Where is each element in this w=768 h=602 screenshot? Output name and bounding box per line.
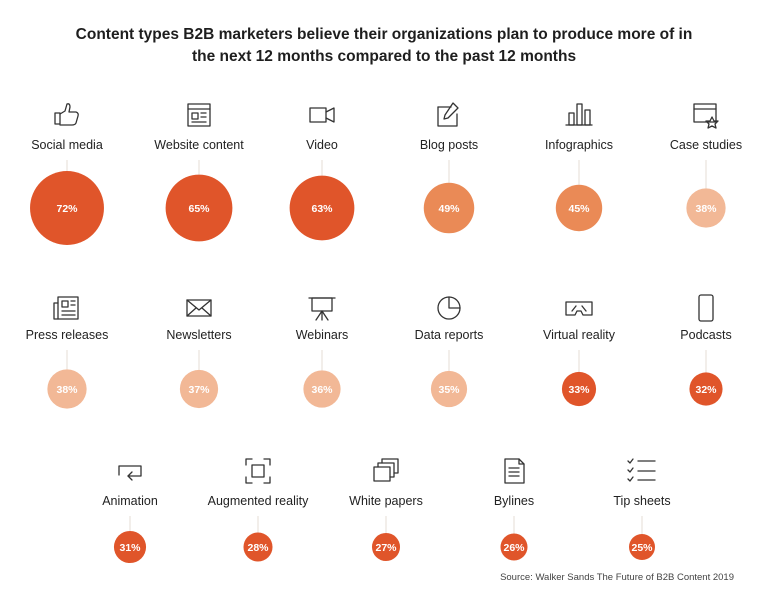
video-camera-icon bbox=[309, 107, 335, 123]
stacked-papers-icon bbox=[373, 458, 399, 482]
item-animation: Animation 31% bbox=[102, 494, 158, 564]
label-blog-posts: Blog posts bbox=[420, 138, 478, 152]
bubble-animation bbox=[113, 530, 147, 564]
label-webinars: Webinars bbox=[296, 328, 349, 342]
label-augmented-reality: Augmented reality bbox=[208, 494, 310, 508]
value-blog-posts: 49% bbox=[438, 203, 460, 215]
vr-headset-icon bbox=[565, 301, 593, 316]
value-augmented-reality: 28% bbox=[247, 542, 269, 554]
item-tip-sheets: Tip sheets 25% bbox=[613, 494, 671, 560]
bubble-blog-posts bbox=[423, 182, 475, 234]
value-virtual-reality: 33% bbox=[568, 384, 590, 396]
envelope-icon bbox=[186, 299, 212, 317]
bubble-webinars bbox=[303, 370, 341, 408]
item-webinars: Webinars 36% bbox=[296, 328, 349, 408]
label-bylines: Bylines bbox=[494, 494, 534, 508]
item-bylines: Bylines 26% bbox=[494, 494, 534, 561]
chart-title-line-1: Content types B2B marketers believe thei… bbox=[75, 26, 693, 43]
value-press-releases: 38% bbox=[56, 384, 78, 396]
bubble-newsletters bbox=[179, 369, 219, 409]
bubble-white-papers bbox=[371, 532, 401, 562]
label-data-reports: Data reports bbox=[415, 328, 484, 342]
item-virtual-reality: Virtual reality 33% bbox=[543, 328, 616, 407]
value-website-content: 65% bbox=[188, 203, 210, 215]
browser-star-icon bbox=[693, 103, 719, 129]
bubble-virtual-reality bbox=[561, 371, 597, 407]
bubble-tip-sheets bbox=[629, 534, 655, 560]
item-podcasts: Podcasts 32% bbox=[680, 328, 732, 406]
value-animation: 31% bbox=[119, 542, 141, 554]
label-infographics: Infographics bbox=[545, 138, 613, 152]
loop-arrow-icon bbox=[118, 465, 142, 481]
item-press-releases: Press releases 38% bbox=[26, 328, 109, 409]
label-animation: Animation bbox=[102, 494, 158, 508]
bubble-bylines bbox=[500, 533, 528, 561]
smartphone-icon bbox=[698, 294, 714, 322]
bar-chart-icon bbox=[565, 103, 593, 126]
label-white-papers: White papers bbox=[349, 494, 423, 508]
pie-chart-icon bbox=[437, 296, 461, 320]
chart-title-line-2: the next 12 months compared to the past … bbox=[191, 48, 577, 65]
chart-title: Content types B2B marketers believe thei… bbox=[0, 24, 768, 68]
label-video: Video bbox=[306, 138, 338, 152]
item-website-content: Website content 65% bbox=[154, 138, 244, 242]
value-case-studies: 38% bbox=[695, 203, 717, 215]
thumbs-up-icon bbox=[54, 103, 79, 126]
label-podcasts: Podcasts bbox=[680, 328, 731, 342]
bubble-case-studies bbox=[686, 188, 726, 228]
presentation-icon bbox=[308, 297, 336, 321]
item-case-studies: Case studies 38% bbox=[670, 138, 742, 228]
label-case-studies: Case studies bbox=[670, 138, 742, 152]
item-newsletters: Newsletters 37% bbox=[166, 328, 232, 409]
item-infographics: Infographics 45% bbox=[545, 138, 613, 232]
item-video: Video 63% bbox=[289, 138, 355, 241]
item-data-reports: Data reports 35% bbox=[415, 328, 484, 408]
source-note: Source: Walker Sands The Future of B2B C… bbox=[500, 572, 734, 583]
checklist-icon bbox=[627, 458, 656, 482]
value-video: 63% bbox=[311, 203, 333, 215]
value-white-papers: 27% bbox=[375, 542, 397, 554]
bubble-website-content bbox=[165, 174, 233, 242]
label-newsletters: Newsletters bbox=[166, 328, 231, 342]
bubble-infographics bbox=[555, 184, 603, 232]
webpage-icon bbox=[187, 103, 211, 127]
value-tip-sheets: 25% bbox=[631, 542, 653, 554]
bubble-data-reports bbox=[430, 370, 468, 408]
bubble-social-media bbox=[30, 171, 104, 245]
value-newsletters: 37% bbox=[188, 384, 210, 396]
value-webinars: 36% bbox=[311, 384, 333, 396]
item-blog-posts: Blog posts 49% bbox=[420, 138, 478, 234]
value-infographics: 45% bbox=[568, 203, 590, 215]
value-bylines: 26% bbox=[503, 542, 525, 554]
newspaper-icon bbox=[53, 296, 79, 320]
label-press-releases: Press releases bbox=[26, 328, 109, 342]
ar-frame-icon bbox=[245, 458, 271, 484]
label-virtual-reality: Virtual reality bbox=[543, 328, 616, 342]
bubble-augmented-reality bbox=[243, 532, 273, 562]
label-website-content: Website content bbox=[154, 138, 244, 152]
item-social-media: Social media 72% bbox=[30, 138, 104, 245]
value-data-reports: 35% bbox=[438, 384, 460, 396]
label-tip-sheets: Tip sheets bbox=[613, 494, 670, 508]
edit-icon bbox=[437, 102, 459, 127]
value-social-media: 72% bbox=[56, 203, 78, 215]
document-icon bbox=[504, 458, 525, 484]
value-podcasts: 32% bbox=[695, 384, 717, 396]
bubble-video bbox=[289, 175, 355, 241]
bubble-podcasts bbox=[689, 372, 723, 406]
bubble-press-releases bbox=[47, 369, 87, 409]
label-social-media: Social media bbox=[31, 138, 103, 152]
item-augmented-reality: Augmented reality 28% bbox=[208, 494, 310, 562]
item-white-papers: White papers 27% bbox=[349, 494, 423, 562]
